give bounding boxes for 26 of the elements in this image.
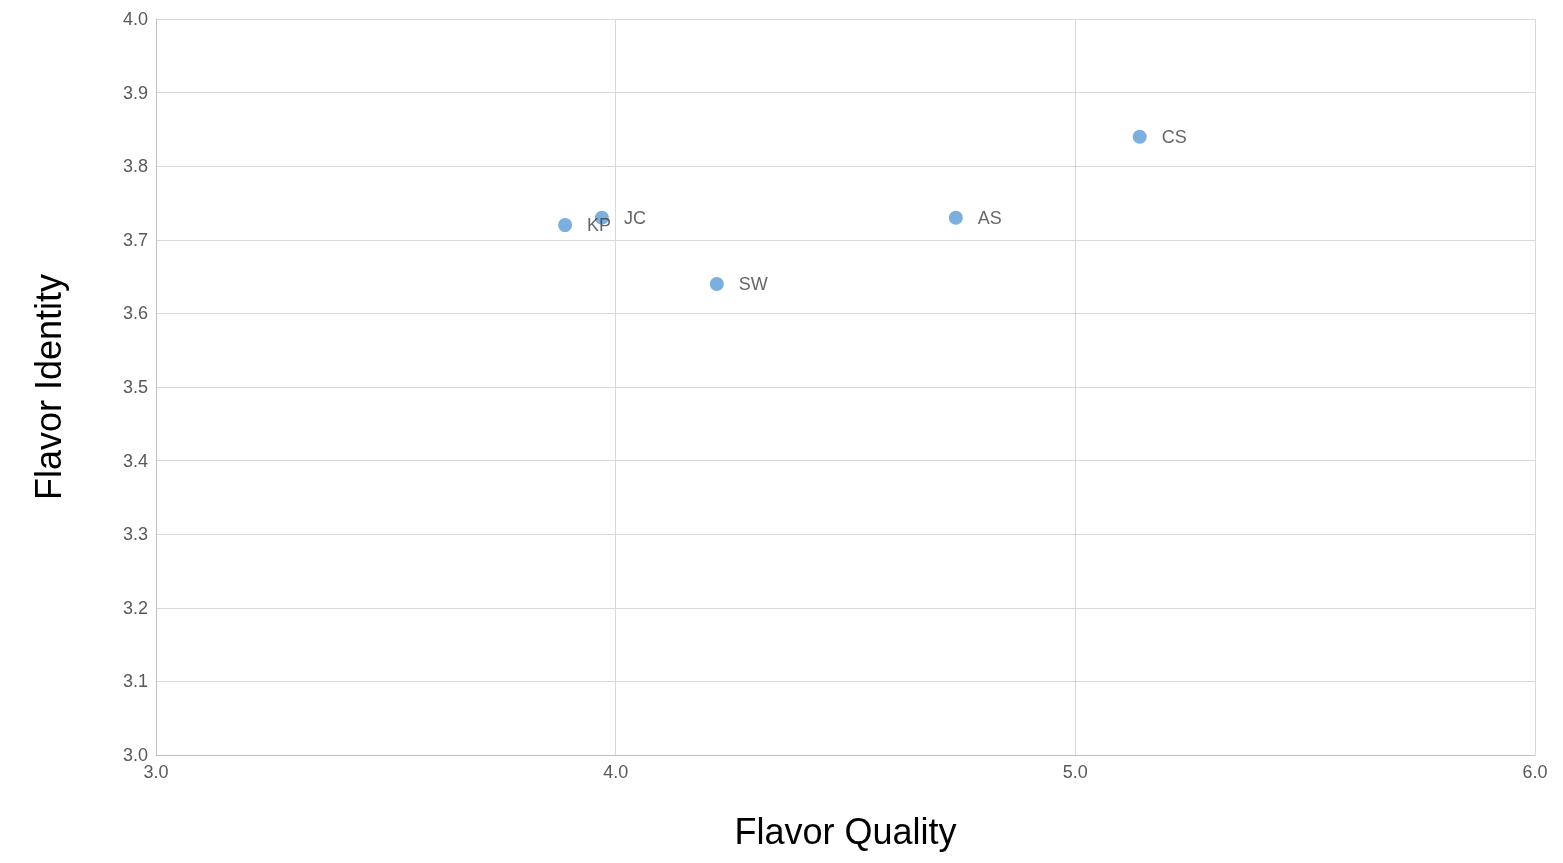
x-tick-label: 4.0 xyxy=(603,762,629,782)
annotation: KP xyxy=(587,215,612,236)
annotation: AS xyxy=(977,207,1002,228)
x-tick-label: 5.0 xyxy=(1062,762,1088,782)
y-tick-label: 3.7 xyxy=(122,229,148,250)
x-axis-title: Flavor Quality xyxy=(734,810,957,852)
y-tick-label: 3.4 xyxy=(122,450,148,471)
y-tick-label: 4.0 xyxy=(122,9,148,29)
annotation: JC xyxy=(623,207,646,228)
y-tick-label: 3.2 xyxy=(122,597,148,618)
point xyxy=(558,218,573,233)
y-tick-label: 3.9 xyxy=(122,82,148,103)
y-tick-label: 3.5 xyxy=(122,377,148,397)
x-tick-label: 6.0 xyxy=(1522,762,1548,782)
annotation: CS xyxy=(1161,126,1187,147)
y-tick-label: 3.0 xyxy=(122,745,148,765)
point xyxy=(1132,129,1147,144)
annotation: SW xyxy=(738,273,768,294)
point xyxy=(709,276,724,291)
y-tick-label: 3.1 xyxy=(122,671,148,692)
point xyxy=(948,210,963,225)
y-tick-label: 3.6 xyxy=(122,303,148,324)
y-axis-title: Flavor Identity xyxy=(27,273,69,501)
y-tick-label: 3.3 xyxy=(122,524,148,545)
x-tick-label: 3.0 xyxy=(143,762,169,782)
y-tick-label: 3.8 xyxy=(122,156,148,177)
